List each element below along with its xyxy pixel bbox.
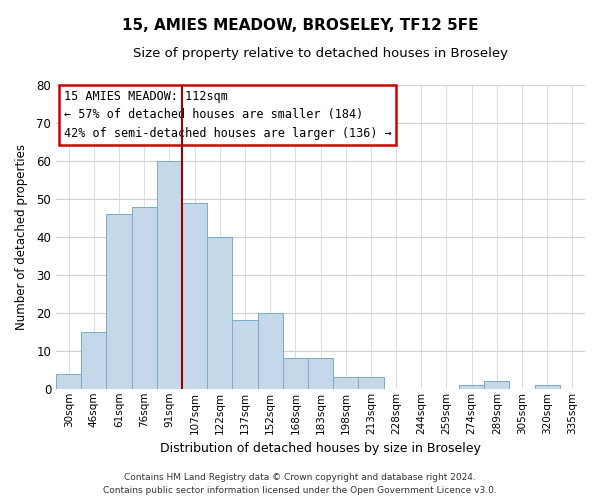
- Bar: [283, 358, 308, 389]
- Y-axis label: Number of detached properties: Number of detached properties: [15, 144, 28, 330]
- Bar: [207, 237, 232, 389]
- Bar: [56, 374, 81, 389]
- Title: Size of property relative to detached houses in Broseley: Size of property relative to detached ho…: [133, 48, 508, 60]
- Text: Contains HM Land Registry data © Crown copyright and database right 2024.
Contai: Contains HM Land Registry data © Crown c…: [103, 474, 497, 495]
- Bar: [358, 378, 383, 389]
- Bar: [232, 320, 257, 389]
- Text: 15 AMIES MEADOW: 112sqm
← 57% of detached houses are smaller (184)
42% of semi-d: 15 AMIES MEADOW: 112sqm ← 57% of detache…: [64, 90, 392, 140]
- Bar: [333, 378, 358, 389]
- Bar: [157, 161, 182, 389]
- Bar: [459, 385, 484, 389]
- Bar: [106, 214, 131, 389]
- Bar: [535, 385, 560, 389]
- Bar: [484, 381, 509, 389]
- Bar: [182, 203, 207, 389]
- Text: 15, AMIES MEADOW, BROSELEY, TF12 5FE: 15, AMIES MEADOW, BROSELEY, TF12 5FE: [122, 18, 478, 32]
- Bar: [308, 358, 333, 389]
- Bar: [131, 206, 157, 389]
- X-axis label: Distribution of detached houses by size in Broseley: Distribution of detached houses by size …: [160, 442, 481, 455]
- Bar: [81, 332, 106, 389]
- Bar: [257, 313, 283, 389]
